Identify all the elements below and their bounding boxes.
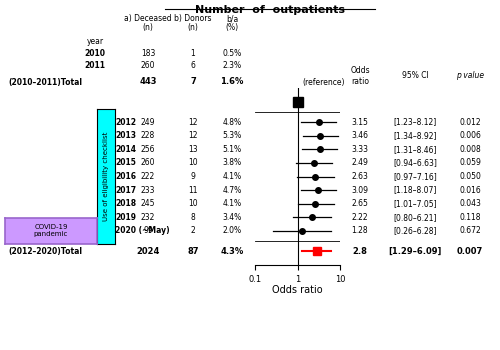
- Text: [0.80–6.21]: [0.80–6.21]: [393, 213, 437, 222]
- Text: Number  of  outpatients: Number of outpatients: [195, 5, 345, 15]
- Text: Use of eligibility checklist: Use of eligibility checklist: [103, 132, 109, 221]
- Text: 0.006: 0.006: [459, 131, 481, 140]
- Text: 256: 256: [141, 145, 155, 154]
- Text: 4.7%: 4.7%: [222, 186, 242, 195]
- Text: 2.8: 2.8: [352, 247, 368, 256]
- X-axis label: Odds ratio: Odds ratio: [272, 285, 323, 295]
- Text: 260: 260: [141, 62, 155, 70]
- Text: 8: 8: [190, 213, 196, 222]
- Text: 3.46: 3.46: [352, 131, 368, 140]
- Text: 95% CI: 95% CI: [402, 71, 428, 80]
- Text: 443: 443: [139, 77, 157, 86]
- Text: 2.65: 2.65: [352, 199, 368, 208]
- Text: a) Deceased: a) Deceased: [124, 14, 172, 23]
- Text: 0.008: 0.008: [459, 145, 481, 154]
- Text: 2.49: 2.49: [352, 159, 368, 167]
- Text: 1: 1: [190, 49, 196, 58]
- Text: 2019: 2019: [115, 213, 136, 222]
- Text: 0.012: 0.012: [459, 118, 481, 127]
- Text: 2018: 2018: [115, 199, 136, 208]
- Text: 2.22: 2.22: [352, 213, 368, 222]
- Text: (n): (n): [188, 23, 198, 32]
- Text: 99: 99: [143, 226, 153, 236]
- Text: 2.0%: 2.0%: [222, 226, 242, 236]
- Text: 0.016: 0.016: [459, 186, 481, 195]
- Text: b) Donors: b) Donors: [174, 14, 212, 23]
- Text: (%): (%): [226, 23, 238, 32]
- Text: 0.007: 0.007: [457, 247, 483, 256]
- Text: 0.672: 0.672: [459, 226, 481, 236]
- Text: 1.28: 1.28: [352, 226, 368, 236]
- Text: 2024: 2024: [136, 247, 160, 256]
- Text: 2015: 2015: [115, 159, 136, 167]
- Text: [1.01–7.05]: [1.01–7.05]: [393, 199, 437, 208]
- Text: 10: 10: [188, 199, 198, 208]
- Text: 0.5%: 0.5%: [222, 49, 242, 58]
- Text: 0.059: 0.059: [459, 159, 481, 167]
- Text: (2010–2011)Total: (2010–2011)Total: [8, 77, 82, 86]
- Text: [1.18–8.07]: [1.18–8.07]: [394, 186, 436, 195]
- Text: 10: 10: [188, 159, 198, 167]
- Text: [0.94–6.63]: [0.94–6.63]: [393, 159, 437, 167]
- Text: 5.3%: 5.3%: [222, 131, 242, 140]
- Text: 2014: 2014: [115, 145, 136, 154]
- Text: 11: 11: [188, 186, 198, 195]
- Text: (2012–2020)Total: (2012–2020)Total: [8, 247, 82, 256]
- Text: Odds
ratio: Odds ratio: [350, 66, 370, 86]
- Text: 3.15: 3.15: [352, 118, 368, 127]
- Text: p value: p value: [456, 71, 484, 80]
- Text: [1.31–8.46]: [1.31–8.46]: [393, 145, 437, 154]
- Text: b/a: b/a: [226, 14, 238, 23]
- Text: [1.29–6.09]: [1.29–6.09]: [388, 247, 442, 256]
- Text: 249: 249: [141, 118, 155, 127]
- Text: 4.8%: 4.8%: [222, 118, 242, 127]
- Text: 2016: 2016: [115, 172, 136, 181]
- Text: [1.34–8.92]: [1.34–8.92]: [393, 131, 437, 140]
- Text: 1.6%: 1.6%: [220, 77, 244, 86]
- Text: 232: 232: [141, 213, 155, 222]
- Text: 3.8%: 3.8%: [222, 159, 242, 167]
- Text: 0.118: 0.118: [459, 213, 481, 222]
- Text: 2: 2: [190, 226, 196, 236]
- Text: 2012: 2012: [115, 118, 136, 127]
- Text: 9: 9: [190, 172, 196, 181]
- Text: 12: 12: [188, 131, 198, 140]
- Text: COVID-19
pandemic: COVID-19 pandemic: [34, 224, 68, 237]
- Text: 4.3%: 4.3%: [220, 247, 244, 256]
- Text: 2017: 2017: [115, 186, 136, 195]
- Text: 5.1%: 5.1%: [222, 145, 242, 154]
- Text: 7: 7: [190, 77, 196, 86]
- Text: 87: 87: [187, 247, 199, 256]
- Text: (n): (n): [142, 23, 154, 32]
- Text: 222: 222: [141, 172, 155, 181]
- Text: 2020 (~May): 2020 (~May): [115, 226, 170, 236]
- Text: 228: 228: [141, 131, 155, 140]
- Text: 13: 13: [188, 145, 198, 154]
- Text: year: year: [86, 37, 104, 47]
- Text: 0.043: 0.043: [459, 199, 481, 208]
- Text: 3.33: 3.33: [352, 145, 368, 154]
- Text: 245: 245: [141, 199, 155, 208]
- Text: 0.050: 0.050: [459, 172, 481, 181]
- Text: [0.97–7.16]: [0.97–7.16]: [393, 172, 437, 181]
- Text: (reference): (reference): [302, 77, 345, 86]
- Text: 2011: 2011: [84, 62, 105, 70]
- Text: 12: 12: [188, 118, 198, 127]
- Text: 6: 6: [190, 62, 196, 70]
- Text: 183: 183: [141, 49, 155, 58]
- Text: 4.1%: 4.1%: [222, 172, 242, 181]
- Text: 260: 260: [141, 159, 155, 167]
- Text: [0.26–6.28]: [0.26–6.28]: [393, 226, 437, 236]
- Text: 4.1%: 4.1%: [222, 199, 242, 208]
- Text: 3.4%: 3.4%: [222, 213, 242, 222]
- Text: 2013: 2013: [115, 131, 136, 140]
- Text: 2010: 2010: [84, 49, 105, 58]
- Text: 2.63: 2.63: [352, 172, 368, 181]
- Text: 233: 233: [141, 186, 155, 195]
- Text: [1.23–8.12]: [1.23–8.12]: [394, 118, 436, 127]
- Text: 2.3%: 2.3%: [222, 62, 242, 70]
- Text: 3.09: 3.09: [352, 186, 368, 195]
